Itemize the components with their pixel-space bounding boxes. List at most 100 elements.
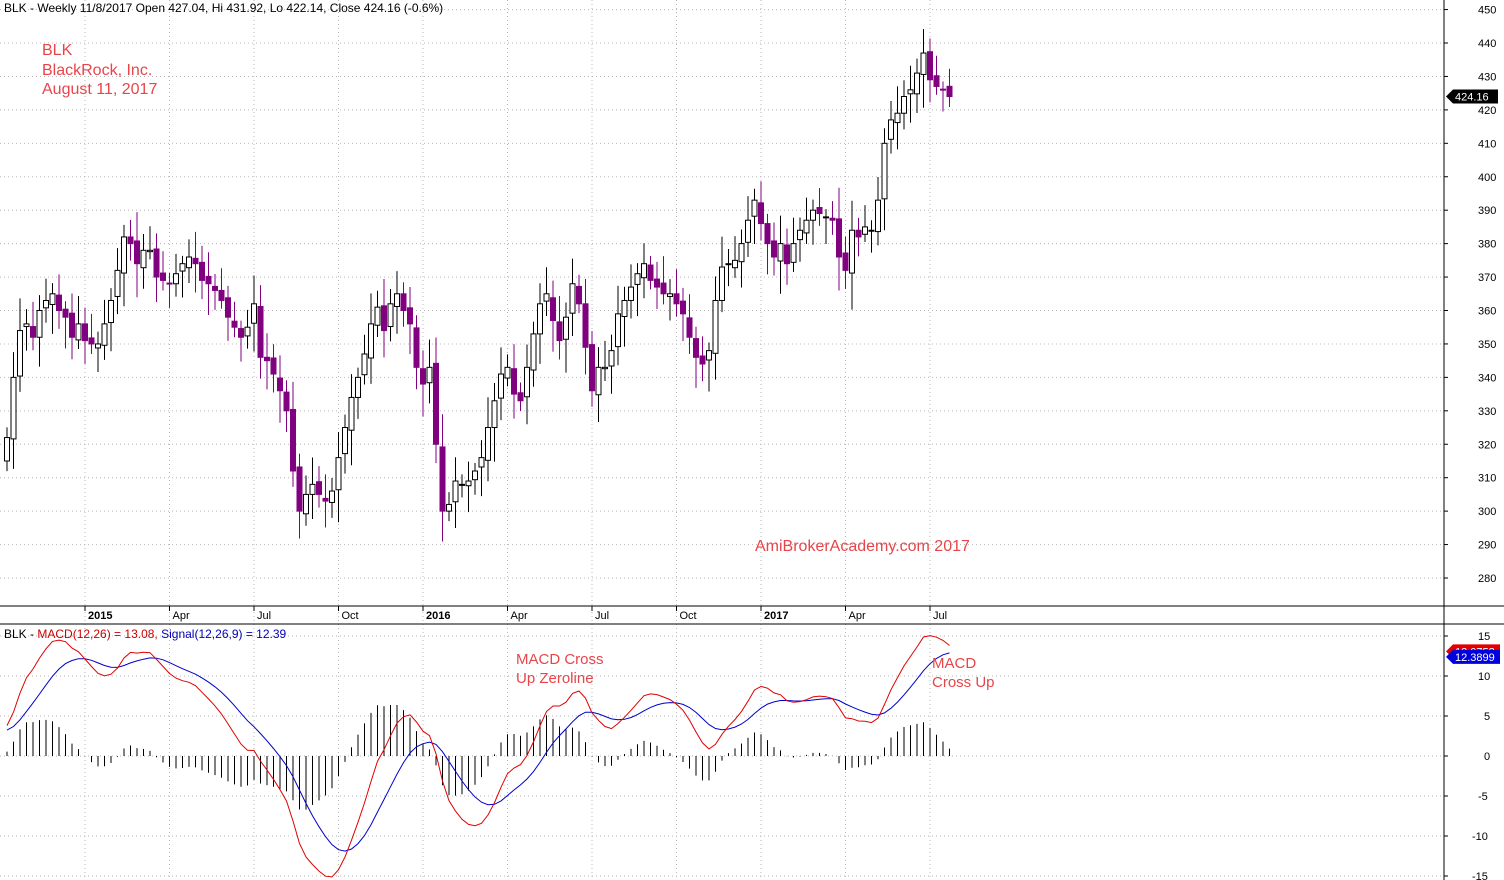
candle-down	[296, 466, 303, 512]
candle-down	[673, 293, 680, 305]
candle-up	[810, 209, 816, 221]
candle-up	[777, 243, 784, 262]
price-tick-label: 290	[1478, 540, 1496, 552]
candle-up	[446, 503, 452, 512]
candle-down	[517, 392, 524, 402]
candle-up	[504, 366, 511, 379]
candle-up	[667, 293, 673, 297]
candle-down	[82, 323, 88, 342]
candle-up	[530, 333, 537, 371]
candle-up	[712, 299, 719, 354]
candle-down	[277, 377, 283, 392]
price-tick-label: 310	[1478, 473, 1496, 485]
time-tick-label: 2016	[426, 610, 450, 622]
candle-up	[348, 396, 355, 431]
price-tick-label: 450	[1478, 5, 1496, 17]
candle-up	[706, 350, 712, 361]
macd-header-macd: MACD(12,26) = 13.08,	[37, 627, 157, 641]
candle-down	[264, 356, 270, 362]
candle-up	[10, 376, 17, 440]
candle-up	[17, 330, 23, 377]
candle-up	[888, 119, 894, 140]
time-tick-label: 2015	[88, 610, 112, 622]
signal-last-tag	[1446, 649, 1500, 664]
candle-down	[784, 244, 790, 265]
candle-up	[608, 350, 615, 367]
candle-down	[433, 362, 439, 445]
candle-down	[576, 285, 582, 305]
candle-down	[238, 328, 244, 338]
candle-down	[654, 278, 660, 288]
candle-down	[56, 294, 62, 311]
candle-up	[95, 343, 101, 349]
time-tick-label: Apr	[511, 610, 528, 622]
candle-down	[693, 338, 699, 358]
macd-tick-label: 5	[1484, 711, 1490, 723]
candle-up	[485, 427, 491, 461]
candle-up	[615, 313, 621, 348]
candle-down	[225, 297, 231, 318]
candle-down	[199, 261, 205, 281]
candle-down	[218, 289, 225, 301]
annotation-cross-zero-line1: MACD Cross	[516, 651, 604, 668]
macd-header-prefix: BLK -	[4, 627, 37, 641]
time-tick-label: Oct	[342, 610, 359, 622]
candle-up	[23, 323, 30, 328]
candle-up	[537, 303, 543, 335]
candle-up	[114, 269, 121, 297]
signal-last-label: 12.3899	[1455, 652, 1495, 664]
candle-up	[719, 266, 725, 301]
candle-down	[699, 355, 706, 365]
candle-up	[75, 323, 82, 341]
time-tick-label: Apr	[849, 610, 866, 622]
candle-down	[30, 326, 36, 338]
candle-up	[329, 490, 335, 503]
candle-up	[803, 219, 810, 234]
time-tick-label: Jul	[933, 610, 947, 622]
price-tick-label: 390	[1478, 205, 1496, 217]
candle-up	[725, 263, 732, 266]
candle-down	[511, 368, 517, 395]
annotation-cross-up-line2: Cross Up	[932, 674, 995, 691]
candlestick-series	[4, 29, 953, 542]
candle-up	[4, 437, 10, 462]
macd-histogram	[6, 704, 950, 810]
candle-up	[459, 483, 465, 486]
candle-up	[602, 366, 608, 370]
price-tick-label: 410	[1478, 138, 1496, 150]
candle-up	[426, 366, 433, 384]
candle-up	[569, 283, 576, 314]
time-tick-label: Jul	[595, 610, 609, 622]
candle-up	[303, 493, 309, 515]
watermark: AmiBrokerAcademy.com 2017	[755, 538, 970, 555]
candle-up	[751, 199, 758, 217]
macd-line	[6, 635, 950, 878]
price-tick-label: 320	[1478, 439, 1496, 451]
annotation-cross-zero-line2: Up Zeroline	[516, 670, 594, 687]
candle-up	[491, 400, 498, 429]
candle-up	[641, 263, 647, 279]
company-label: BlackRock, Inc.	[42, 62, 152, 79]
price-tick-label: 380	[1478, 239, 1496, 251]
macd-header: BLK - MACD(12,26) = 13.08, Signal(12,26,…	[4, 627, 287, 641]
candle-up	[901, 96, 907, 114]
candle-up	[914, 72, 920, 95]
candle-up	[452, 480, 459, 503]
candle-up	[36, 310, 43, 338]
candle-down	[192, 257, 199, 265]
candle-up	[465, 480, 472, 487]
candle-up	[849, 229, 855, 274]
candle-down	[69, 312, 75, 338]
candle-down	[946, 85, 953, 97]
candle-up	[621, 299, 628, 318]
candle-down	[153, 248, 160, 278]
candle-up	[147, 249, 153, 253]
candle-down	[166, 282, 173, 285]
candle-up	[875, 199, 881, 233]
price-tick-label: 350	[1478, 339, 1496, 351]
macd-header-signal: Signal(12,26,9) = 12.39	[161, 627, 286, 641]
candle-down	[940, 88, 946, 91]
macd-tick-label: -10	[1472, 831, 1488, 843]
candle-up	[790, 243, 797, 263]
